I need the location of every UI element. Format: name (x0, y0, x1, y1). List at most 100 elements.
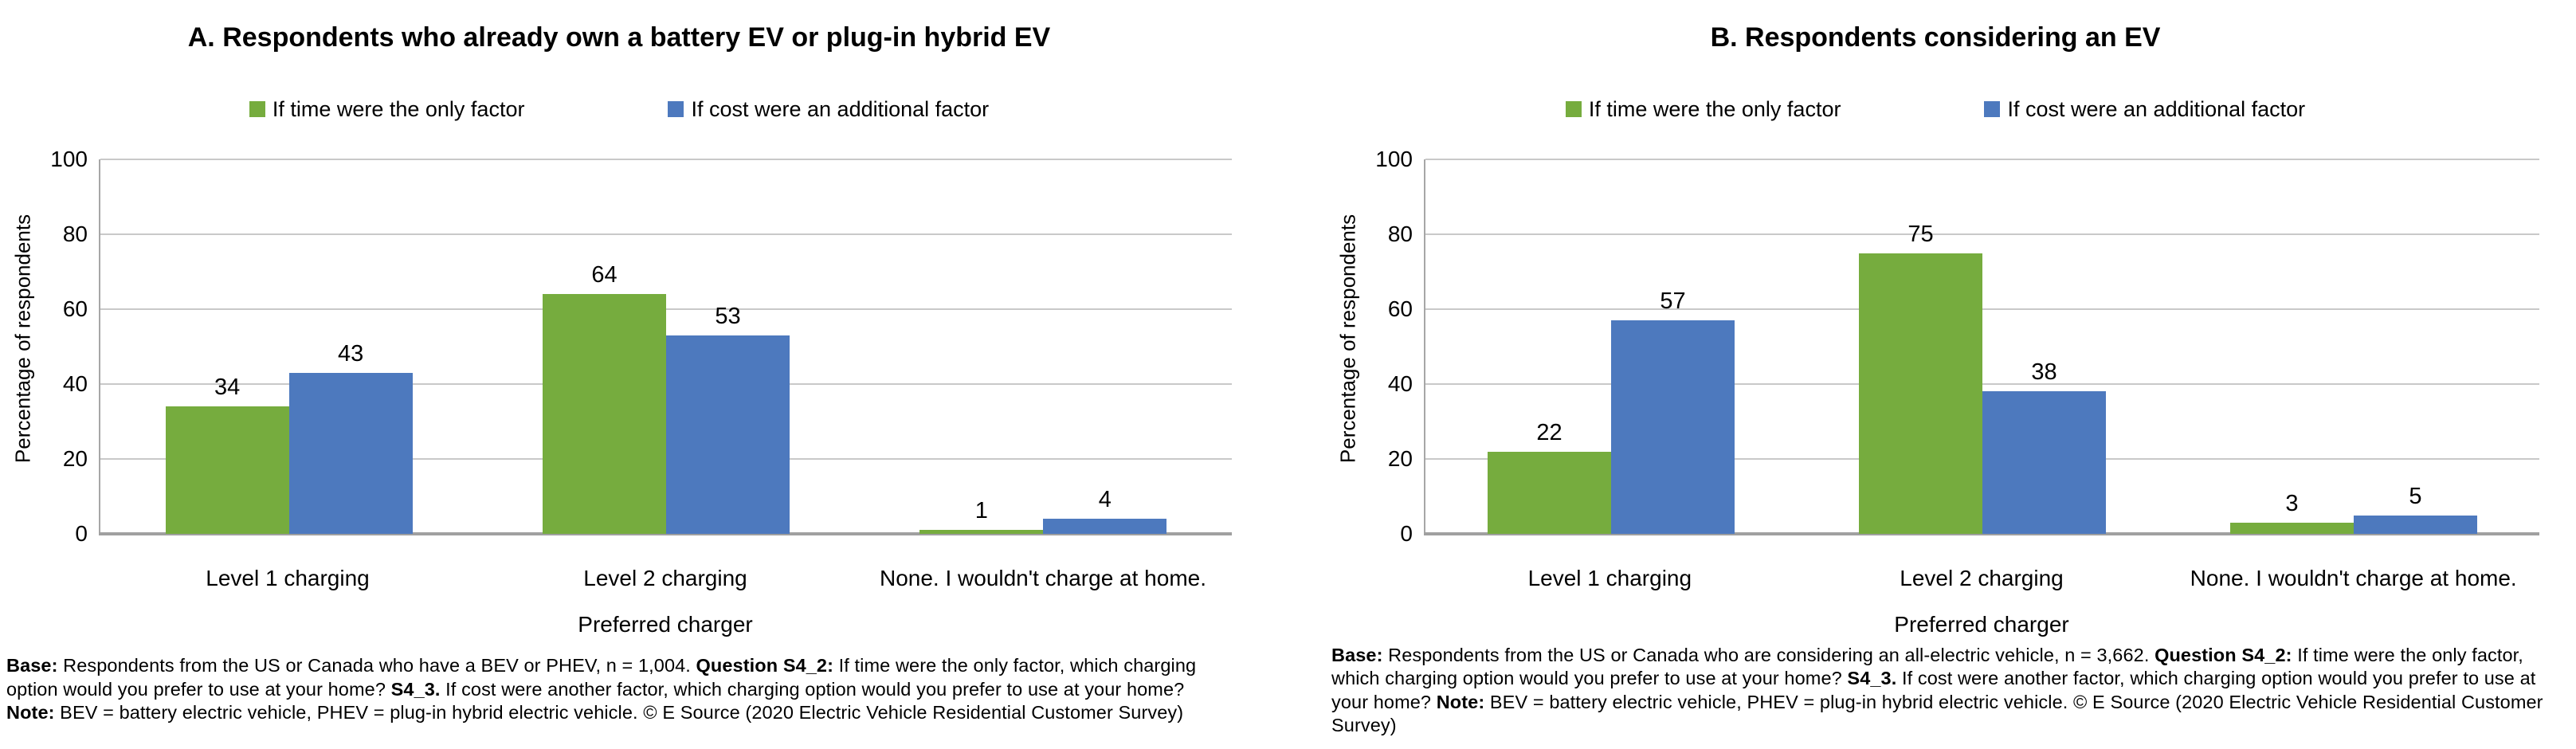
y-axis-ticks-b: 0 20 40 60 80 100 (1365, 143, 1424, 546)
bar: 75 (1859, 222, 1982, 534)
bar-value-label: 38 (2031, 359, 2057, 386)
legend-b: If time were the only factor If cost wer… (1331, 96, 2539, 123)
bar-fill (1982, 391, 2106, 534)
panel-ev-considerers: B. Respondents considering an EV If time… (1288, 0, 2576, 749)
footnote-bold-segment: S4_3. (390, 678, 441, 700)
legend-a: If time were the only factor If cost wer… (6, 96, 1232, 123)
x-category-label: None. I wouldn't charge at home. (2190, 566, 2517, 590)
footnote-segment: Respondents from the US or Canada who ar… (1382, 644, 2155, 665)
y-tick-label: 20 (1387, 446, 1413, 471)
y-tick-label: 40 (62, 371, 88, 396)
footnote-segment: If cost were another factor, which charg… (440, 678, 1185, 700)
x-axis-line (1424, 532, 2539, 535)
bar: 4 (1043, 487, 1167, 534)
chart-title-a: A. Respondents who already own a battery… (187, 22, 1051, 53)
legend-item-cost: If cost were an additional factor (668, 97, 989, 122)
bar-value-label: 53 (715, 303, 741, 329)
bar-value-label: 22 (1536, 419, 1562, 445)
bar-value-label: 75 (1907, 221, 1934, 247)
gridline-100 (1425, 159, 2539, 160)
footnote-bold-segment: Base: (1331, 644, 1383, 665)
gridline-100 (100, 159, 1232, 160)
y-tick-label: 100 (50, 147, 88, 171)
bar-value-label: 1 (974, 498, 988, 524)
panel-ev-owners: A. Respondents who already own a battery… (6, 22, 1232, 725)
bar: 1 (919, 498, 1044, 534)
bar-fill (165, 406, 289, 534)
bar: 38 (1982, 359, 2106, 534)
footnote-segment: If cost were another factor, which charg… (1331, 668, 2536, 712)
x-axis-a: Level 1 charging Level 2 charging None. I … (6, 555, 1232, 637)
y-tick-label: 80 (62, 222, 88, 246)
x-category-labels-a: Level 1 charging Level 2 charging None. I … (99, 566, 1232, 591)
bar: 64 (542, 262, 666, 534)
footnote-bold-segment: Note: (1436, 691, 1485, 712)
y-tick-label: 60 (62, 296, 88, 321)
legend-label-time: If time were the only factor (272, 96, 525, 121)
footnote-bold-segment: S4_3. (1847, 668, 1897, 689)
bar-value-label: 4 (1098, 487, 1112, 513)
plot-a: 34 43 64 53 1 4 (99, 159, 1232, 535)
footnote-bold-segment: Base: (6, 655, 58, 676)
chart-area-a: Percentage of respondents 0 20 40 60 80 100 3… (6, 143, 1232, 546)
y-tick-label: 40 (1387, 371, 1413, 396)
bar-value-label: 64 (591, 262, 618, 288)
chart-area-b: Percentage of respondents 0 20 40 60 80 100 2… (1331, 143, 2539, 546)
bar: 34 (165, 374, 289, 534)
bar-value-label: 34 (214, 374, 241, 401)
bar-fill (665, 335, 790, 534)
bar-fill (1859, 253, 1982, 534)
bar-fill (288, 372, 413, 534)
legend-label-time: If time were the only factor (1588, 96, 1841, 121)
bar: 53 (665, 304, 790, 534)
y-tick-label: 0 (75, 521, 88, 546)
bar: 57 (1611, 288, 1735, 534)
bar-group: 34 43 (100, 159, 477, 534)
legend-item-time: If time were the only factor (1565, 96, 1841, 122)
gridline-60 (100, 308, 1232, 310)
x-category-label: Level 2 charging (583, 566, 747, 590)
y-tick-label: 100 (1375, 147, 1413, 171)
bar-value-label: 43 (338, 340, 364, 367)
bar-fill (542, 294, 666, 534)
chart-title-b: B. Respondents considering an EV (1710, 22, 2161, 53)
y-tick-label: 20 (62, 446, 88, 471)
plot-b: 22 57 75 38 3 5 (1424, 159, 2539, 535)
y-axis-title-col-b: Percentage of respondents (1331, 143, 1365, 534)
y-axis-ticks-a: 0 20 40 60 80 100 (40, 143, 99, 546)
legend-swatch-time-icon (249, 101, 265, 117)
x-category-label: Level 2 charging (1900, 566, 2064, 590)
y-axis-title-b: Percentage of respondents (1335, 214, 1360, 464)
footnote-b: Base: Respondents from the US or Canada … (1331, 644, 2551, 738)
gridline-40 (1425, 383, 2539, 385)
bar-fill (919, 530, 1044, 534)
y-axis-title-col-a: Percentage of respondents (6, 143, 40, 534)
x-axis-title-b: Preferred charger (1894, 612, 2069, 637)
gridline-60 (1425, 308, 2539, 310)
footnote-segment: If time were the only factor, which char… (1331, 644, 2523, 689)
x-axis-b: Level 1 charging Level 2 charging None. I … (1331, 555, 2539, 637)
footnote-a: Base: Respondents from the US or Canada … (6, 654, 1206, 725)
legend-item-cost: If cost were an additional factor (1984, 97, 2305, 122)
bar-fill (2230, 522, 2354, 534)
footnote-bold-segment: Note: (6, 702, 55, 724)
footnote-bold-segment: Question S4_2: (696, 655, 834, 676)
x-category-label: Level 1 charging (206, 566, 370, 590)
legend-swatch-cost-icon (668, 101, 684, 117)
bar-groups: 34 43 64 53 1 4 (100, 159, 1232, 534)
footnote-segment: Respondents from the US or Canada who ha… (57, 655, 696, 676)
gridline-80 (100, 233, 1232, 235)
footnote-segment: If time were the only factor, which char… (6, 655, 1197, 700)
gridline-80 (1425, 233, 2539, 235)
bar-group: 22 57 (1425, 159, 1797, 534)
bar: 5 (2354, 484, 2477, 534)
legend-swatch-cost-icon (1984, 101, 2001, 117)
y-axis-title-a: Percentage of respondents (10, 214, 35, 464)
bar-fill (1043, 519, 1167, 534)
legend-item-time: If time were the only factor (249, 96, 525, 122)
legend-label-cost: If cost were an additional factor (2007, 96, 2306, 121)
bar-fill (2354, 515, 2477, 534)
footnote-bold-segment: Question S4_2: (2155, 644, 2292, 665)
